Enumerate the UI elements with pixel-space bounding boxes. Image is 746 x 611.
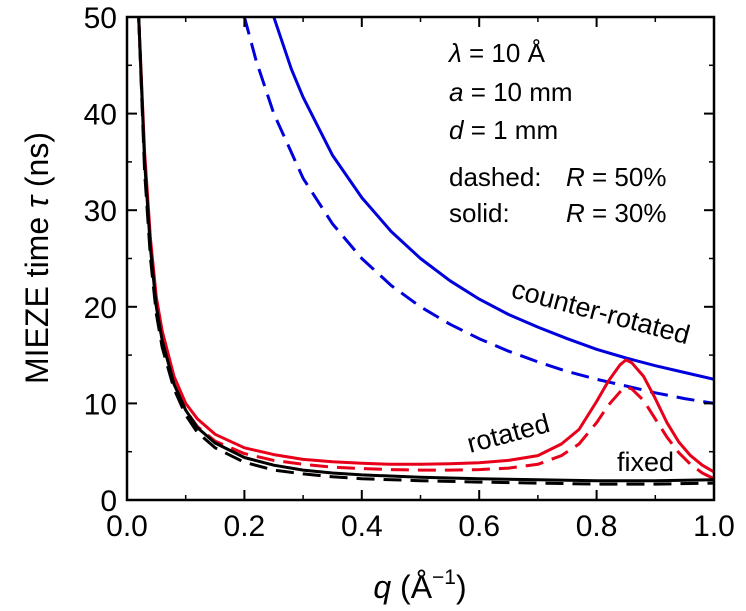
y-tick-label: 30 <box>84 195 117 228</box>
x-axis-exponent: −1 <box>432 566 456 589</box>
y-tick-label: 20 <box>84 292 117 325</box>
y-tick-label: 40 <box>84 99 117 132</box>
series-fixed-solid-line <box>137 17 714 483</box>
x-tick-label: 0.8 <box>576 510 618 543</box>
legend-solid-value: R = 30% <box>566 198 666 228</box>
ticks-group: 0.0 0.2 0.4 0.6 0.8 1.0 0 10 20 30 40 50 <box>84 2 735 543</box>
curves-group <box>137 17 714 486</box>
series-counter-rotated-solid-line <box>272 17 714 381</box>
series-fixed-dashed-line <box>137 17 714 486</box>
y-tick-label: 0 <box>100 485 117 518</box>
label-rotated: rotated <box>464 408 553 459</box>
param-a: a = 10 mm <box>449 77 573 107</box>
x-axis-unit: Å <box>411 569 433 605</box>
x-tick-label: 0.4 <box>341 510 383 543</box>
y-tick-label: 10 <box>84 388 117 421</box>
y-axis-unit: (ns) <box>19 132 55 196</box>
y-axis-text: MIEZE time <box>19 208 55 384</box>
series-rotated-dashed-line <box>137 17 714 481</box>
x-axis-open: ( <box>391 569 411 605</box>
legend-solid-prefix: solid: <box>449 198 510 228</box>
x-axis-title: q (Å−1) <box>373 566 466 605</box>
legend-dashed-rest: = 50% <box>585 162 667 192</box>
series-rotated-solid-line <box>137 17 714 474</box>
param-lambda-value: = 10 Å <box>462 38 546 68</box>
y-tick-label: 50 <box>84 2 117 35</box>
y-axis-symbol: τ <box>19 194 55 208</box>
label-fixed: fixed <box>617 447 674 477</box>
x-axis-symbol: q <box>373 569 391 605</box>
legend-dashed-symbol: R <box>566 162 585 192</box>
x-tick-label: 0.2 <box>224 510 266 543</box>
y-axis-title: MIEZE time τ (ns) <box>19 132 55 384</box>
legend-dashed-value: R = 50% <box>566 162 666 192</box>
x-axis-close: ) <box>456 569 467 605</box>
legend-dashed-prefix: dashed: <box>449 162 542 192</box>
legend-solid-symbol: R <box>566 198 585 228</box>
param-lambda-symbol: λ <box>447 38 462 68</box>
param-lambda: λ = 10 Å <box>447 38 546 68</box>
label-counter-rotated: counter-rotated <box>508 274 693 350</box>
param-d-symbol: d <box>449 115 465 145</box>
plot-frame <box>125 15 716 502</box>
param-d-value: = 1 mm <box>463 115 558 145</box>
x-tick-label: 1.0 <box>693 510 735 543</box>
x-tick-label: 0.0 <box>106 510 148 543</box>
param-a-symbol: a <box>449 77 463 107</box>
param-d: d = 1 mm <box>449 115 558 145</box>
param-a-value: = 10 mm <box>463 77 572 107</box>
legend-solid-rest: = 30% <box>585 198 667 228</box>
x-tick-label: 0.6 <box>458 510 500 543</box>
